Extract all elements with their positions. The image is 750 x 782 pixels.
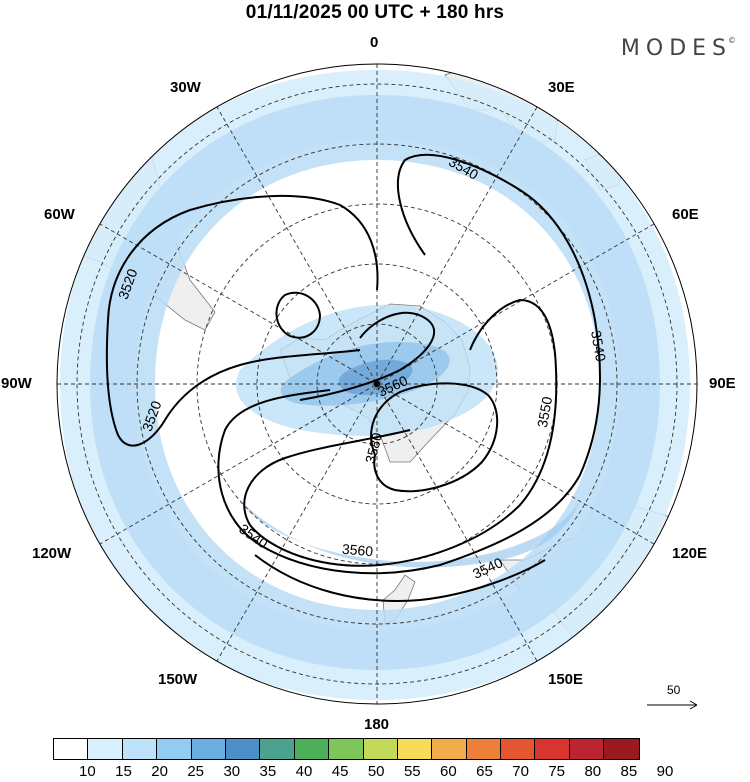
reference-vector-arrow — [647, 700, 698, 710]
contour-3580 — [370, 382, 499, 493]
colorbar-swatch — [260, 739, 295, 759]
map-boundary — [56, 63, 698, 705]
colorbar-swatch — [54, 739, 89, 759]
pole-marker — [374, 381, 380, 387]
colorbar-swatch — [363, 739, 398, 759]
lon-label-90w: 90W — [1, 375, 32, 392]
colorbar-tick-label: 10 — [79, 763, 96, 780]
colorbar-tick-label: 45 — [331, 763, 349, 780]
lon-label-30e: 30E — [548, 79, 575, 96]
colorbar-tick-label: 40 — [295, 763, 313, 780]
lon-label-90e: 90E — [709, 375, 736, 392]
height-contours — [105, 153, 601, 602]
lon-label-180: 180 — [364, 716, 390, 733]
colorbar-tick-label: 25 — [187, 763, 205, 780]
contour-3540-outer — [254, 554, 546, 602]
colorbar-swatch — [432, 739, 467, 759]
lon-label-120w: 120W — [32, 545, 72, 562]
colorbar-tick-label: 85 — [620, 763, 638, 780]
map-title: 01/11/2025 00 UTC + 180 hrs — [245, 2, 505, 23]
colorbar-tick-label: 80 — [584, 763, 602, 780]
lon-label-150w: 150W — [158, 671, 198, 688]
colorbar-tick-label: 35 — [259, 763, 277, 780]
colorbar-tick-label: 30 — [223, 763, 241, 780]
contour-label: 3560 — [341, 540, 374, 560]
colorbar — [53, 738, 640, 760]
colorbar-tick-label: 75 — [548, 763, 566, 780]
colorbar-tick-label: 15 — [115, 763, 132, 780]
reference-vector-label: 50 — [667, 683, 681, 697]
colorbar-swatch — [191, 739, 226, 759]
colorbar-swatch — [294, 739, 330, 759]
colorbar-swatch — [225, 739, 261, 759]
colorbar-swatch — [501, 739, 536, 759]
colorbar-tick-label: 20 — [151, 763, 168, 780]
colorbar-swatch — [466, 739, 502, 759]
colorbar-tick-label: 60 — [440, 763, 457, 780]
contour-3520-west — [105, 194, 379, 447]
colorbar-swatch — [329, 739, 364, 759]
lon-label-60e: 60E — [672, 206, 699, 223]
lon-label-150e: 150E — [548, 671, 584, 688]
colorbar-swatch — [397, 739, 433, 759]
colorbar-swatch — [88, 739, 123, 759]
lon-label-30w: 30W — [170, 79, 201, 96]
lon-label-60w: 60W — [44, 206, 75, 223]
graticule — [57, 64, 697, 704]
brand-logo: MODES© — [620, 36, 736, 61]
colorbar-swatch — [604, 739, 639, 759]
colorbar-tick-label: 50 — [367, 763, 385, 780]
contour-low-center — [275, 291, 322, 339]
lon-label-0: 0 — [370, 34, 379, 51]
colorbar-tick-label: 70 — [512, 763, 529, 780]
colorbar-swatch — [122, 739, 158, 759]
colorbar-tick-label: 90 — [656, 763, 674, 780]
colorbar-tick-label: 65 — [476, 763, 493, 780]
contour-3540-north — [217, 153, 601, 575]
contour-3550 — [243, 298, 558, 567]
wind-shade-jet-south — [240, 500, 580, 568]
colorbar-swatch — [535, 739, 570, 759]
colorbar-tick-label: 55 — [403, 763, 421, 780]
colorbar-swatch — [569, 739, 605, 759]
colorbar-swatch — [157, 739, 192, 759]
contour-3560 — [299, 311, 436, 401]
lon-label-120e: 120E — [672, 545, 708, 562]
